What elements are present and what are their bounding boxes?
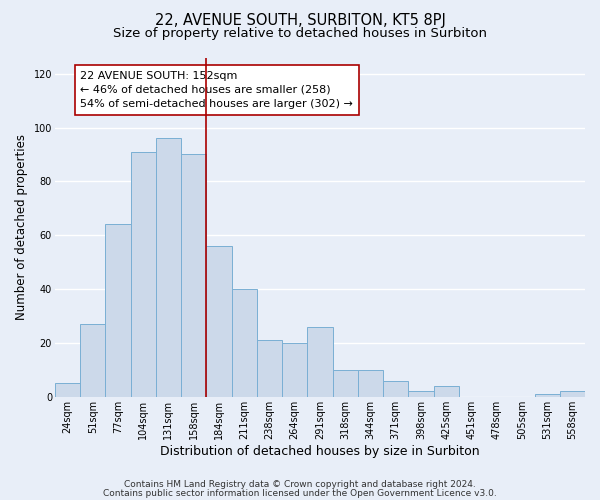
Bar bbox=[535, 394, 560, 397]
Bar bbox=[257, 340, 282, 397]
Bar bbox=[106, 224, 131, 397]
Bar bbox=[181, 154, 206, 397]
Bar bbox=[282, 343, 307, 397]
Bar bbox=[408, 392, 434, 397]
Bar bbox=[206, 246, 232, 397]
Text: 22 AVENUE SOUTH: 152sqm
← 46% of detached houses are smaller (258)
54% of semi-d: 22 AVENUE SOUTH: 152sqm ← 46% of detache… bbox=[80, 71, 353, 109]
Text: 22, AVENUE SOUTH, SURBITON, KT5 8PJ: 22, AVENUE SOUTH, SURBITON, KT5 8PJ bbox=[155, 12, 445, 28]
Bar bbox=[156, 138, 181, 397]
Bar bbox=[307, 327, 332, 397]
Bar bbox=[434, 386, 459, 397]
Text: Size of property relative to detached houses in Surbiton: Size of property relative to detached ho… bbox=[113, 28, 487, 40]
Bar bbox=[358, 370, 383, 397]
Text: Contains public sector information licensed under the Open Government Licence v3: Contains public sector information licen… bbox=[103, 488, 497, 498]
Bar bbox=[383, 380, 408, 397]
Y-axis label: Number of detached properties: Number of detached properties bbox=[15, 134, 28, 320]
Text: Contains HM Land Registry data © Crown copyright and database right 2024.: Contains HM Land Registry data © Crown c… bbox=[124, 480, 476, 489]
Bar bbox=[80, 324, 106, 397]
Bar bbox=[55, 384, 80, 397]
Bar bbox=[131, 152, 156, 397]
Bar bbox=[232, 289, 257, 397]
X-axis label: Distribution of detached houses by size in Surbiton: Distribution of detached houses by size … bbox=[160, 444, 480, 458]
Bar bbox=[332, 370, 358, 397]
Bar bbox=[560, 392, 585, 397]
